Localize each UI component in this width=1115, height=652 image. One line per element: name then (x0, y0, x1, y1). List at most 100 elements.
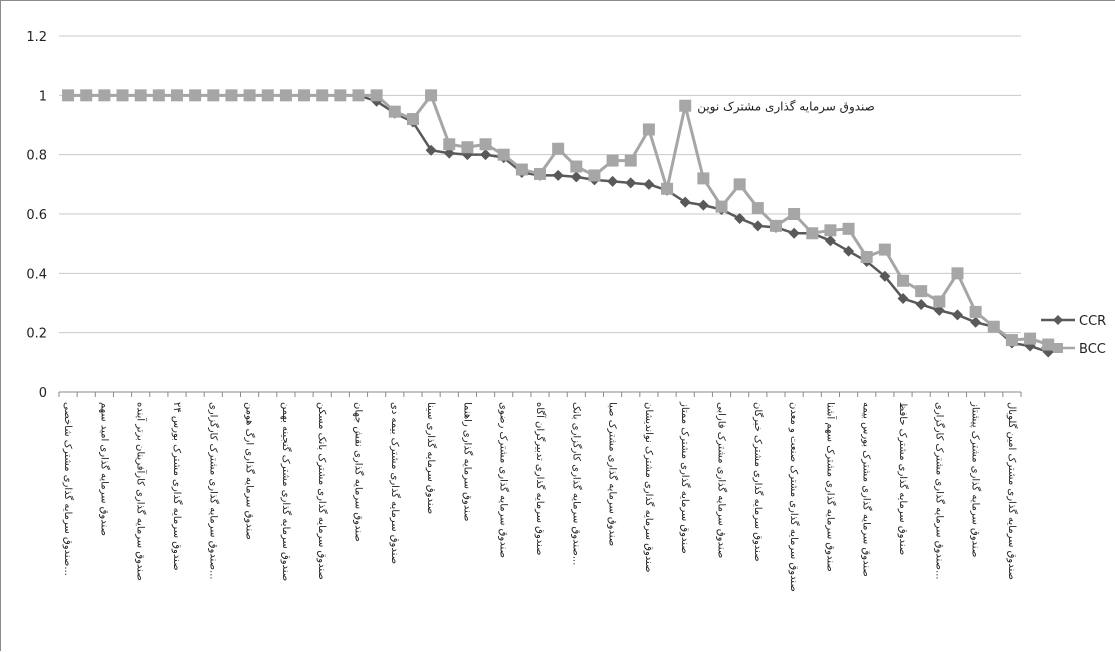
data-point-ccr (843, 245, 855, 257)
data-point-bcc (733, 178, 746, 191)
data-point-ccr (425, 144, 437, 156)
x-tick-label: صندوق سرمایه گذاری مشترک گنجینه بهمن (280, 402, 292, 581)
x-tick-label: صندوق سرمایه گذاری سینا (425, 402, 437, 514)
data-point-bcc (769, 219, 782, 232)
data-point-ccr (951, 309, 963, 321)
annotations: صندوق سرمایه گذاری مشترک نوین (697, 100, 875, 115)
x-tick-label: صندوق سرمایه گذاری مشترک بورس ۲۴ (171, 402, 183, 571)
data-point-bcc (443, 138, 456, 151)
data-point-bcc (116, 89, 129, 102)
legend-label-bcc: BCC (1079, 342, 1106, 357)
series-line-bcc (68, 93, 1049, 346)
data-point-ccr (643, 178, 655, 190)
y-tick-label: 0.8 (26, 149, 47, 164)
x-tick-label: صندوق سرمایه گذاری مشترک صبا (607, 402, 619, 546)
data-point-bcc (842, 222, 855, 235)
data-point-ccr (443, 147, 455, 159)
series-group (62, 89, 1055, 358)
data-point-bcc (316, 89, 329, 102)
data-point-bcc (189, 89, 202, 102)
data-point-bcc (225, 89, 238, 102)
y-tick-label: 1 (39, 89, 47, 104)
data-point-bcc (552, 142, 565, 155)
x-tick-label: صندوق سرمایه گذاری نقش جهان (352, 402, 364, 542)
x-tick-label: صندوق سرمایه گذاری مشترک صنعت و معدن (788, 402, 800, 592)
data-point-ccr (752, 220, 764, 232)
data-point-bcc (987, 320, 1000, 333)
data-point-bcc (370, 89, 383, 102)
data-point-bcc (679, 99, 692, 112)
data-point-bcc (860, 251, 873, 264)
x-tick-label: صندوق سرمایه گذاری مشترک حافظ (897, 402, 909, 555)
data-point-bcc (969, 305, 982, 318)
x-tick-label: صندوق سرمایه گذاری مشترک کارگزاری... (933, 402, 945, 580)
data-point-ccr (879, 270, 891, 282)
data-point-bcc (951, 267, 964, 280)
data-point-bcc (751, 202, 764, 215)
y-tick-label: 0 (39, 386, 47, 401)
data-point-bcc (824, 224, 837, 237)
data-point-bcc (715, 200, 728, 213)
data-point-bcc (788, 208, 801, 220)
data-point-bcc (878, 243, 891, 256)
legend-label-ccr: CCR (1079, 314, 1106, 329)
data-point-bcc (479, 138, 492, 151)
x-tick-label: صندوق سرمایه گذاری راهنما (461, 402, 473, 522)
legend: CCR BCC (1041, 314, 1106, 357)
data-point-bcc (642, 123, 655, 136)
data-point-bcc (570, 160, 583, 173)
data-point-ccr (679, 196, 691, 208)
data-point-bcc (334, 89, 347, 102)
x-tick-label: صندوق سرمایه گذاری امید سهم (98, 402, 110, 536)
data-point-bcc (534, 167, 546, 180)
data-point-ccr (734, 212, 746, 224)
x-tick-label: صندوق سرمایه گذاری کارگزاری بانک... (570, 402, 582, 565)
data-point-bcc (388, 105, 401, 118)
data-point-ccr (970, 316, 982, 328)
data-point-ccr (933, 304, 945, 316)
legend-marker-bcc (1053, 343, 1063, 353)
x-tick-label: صندوق سرمایه گذاری کارآفرینان برتر آینده (135, 402, 148, 581)
x-tick-label: صندوق سرمایه گذاری مشترک بورس بیمه (861, 402, 873, 577)
data-point-bcc (406, 113, 419, 126)
data-point-ccr (697, 199, 709, 211)
x-tick-label: صندوق سرمایه گذاری مشترک بیمه دی (389, 402, 401, 564)
data-point-bcc (461, 141, 474, 154)
data-point-bcc (806, 227, 819, 240)
data-point-bcc (515, 163, 528, 176)
y-tick-label: 0.4 (26, 267, 47, 282)
data-point-bcc (1024, 332, 1037, 345)
x-tick-label: صندوق سرمایه گذاری ارگ هومن (244, 402, 257, 540)
x-tick-label: صندوق سرمایه گذاری مشترک پیشتاز (970, 401, 982, 557)
data-point-bcc (243, 89, 256, 102)
data-point-bcc (62, 89, 75, 102)
data-point-bcc (606, 154, 619, 167)
y-axis-ticks: 0 0.2 0.4 0.6 0.8 1 1.2 (26, 30, 47, 401)
x-tick-label: صندوق سرمایه گذاری مشترک رضوی (498, 402, 510, 558)
data-point-bcc (261, 89, 274, 102)
data-point-bcc (661, 182, 674, 195)
data-point-bcc (897, 274, 910, 287)
data-point-bcc (497, 148, 510, 161)
data-point-bcc (134, 89, 147, 102)
data-point-ccr (570, 171, 582, 183)
annotation-label: صندوق سرمایه گذاری مشترک نوین (697, 100, 875, 115)
data-point-ccr (788, 227, 800, 239)
data-point-bcc (624, 154, 637, 167)
data-point-bcc (98, 89, 111, 102)
data-point-bcc (588, 169, 601, 182)
x-tick-label: صندوق سرمایه گذاری مشترک کارگزاری... (207, 402, 219, 580)
x-tick-label: صندوق سرمایه گذاری تدبیرگران آگاه (534, 402, 547, 556)
data-point-bcc (933, 295, 946, 308)
data-point-bcc (170, 89, 183, 102)
series-line-ccr (68, 94, 1049, 354)
x-tick-label: صندوق سرمایه گذاری مشترک بانک مسکن (316, 402, 328, 580)
x-axis-ticks: صندوق سرمایه گذاری مشترک شاخصی... صندوق س… (58, 392, 1022, 592)
data-point-ccr (824, 235, 836, 247)
data-point-bcc (152, 89, 165, 102)
data-point-bcc (697, 172, 710, 185)
data-point-ccr (607, 175, 619, 187)
x-tick-label: صندوق سرمایه گذاری مشترک فارابی (716, 402, 728, 558)
